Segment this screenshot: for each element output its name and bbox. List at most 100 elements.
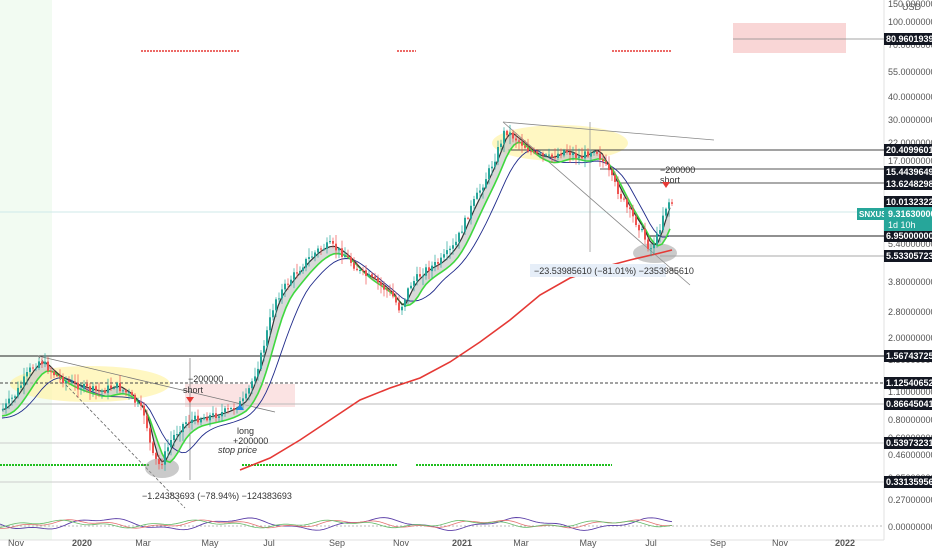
candle-body bbox=[362, 270, 364, 271]
candle-body bbox=[617, 182, 619, 194]
candle-body bbox=[446, 250, 448, 255]
candle-body bbox=[134, 394, 136, 403]
candle-body bbox=[614, 175, 616, 182]
candle-body bbox=[92, 386, 94, 392]
y-tick-label: 150.00000000 bbox=[888, 0, 932, 9]
candle-body bbox=[500, 143, 502, 147]
x-tick-label: Nov bbox=[393, 538, 410, 548]
candle-body bbox=[368, 274, 370, 276]
candle-body bbox=[632, 209, 634, 217]
candle-body bbox=[434, 262, 436, 266]
candle-body bbox=[389, 290, 391, 292]
candle-body bbox=[203, 417, 205, 420]
candle-body bbox=[338, 248, 340, 251]
candle-body bbox=[548, 154, 550, 156]
price-level-tag: 5.53305723 bbox=[886, 251, 932, 261]
candle-body bbox=[317, 248, 319, 253]
candle-body bbox=[41, 361, 43, 365]
candle-body bbox=[665, 208, 667, 216]
candle-body bbox=[428, 267, 430, 272]
candle-body bbox=[497, 147, 499, 162]
candle-body bbox=[650, 248, 652, 250]
candle-body bbox=[467, 217, 469, 219]
candle-body bbox=[620, 194, 622, 199]
candle-body bbox=[401, 306, 403, 311]
candle-body bbox=[545, 154, 547, 156]
candle-body bbox=[125, 390, 127, 393]
candle-body bbox=[281, 289, 283, 299]
candle-body bbox=[596, 152, 598, 154]
y-tick-label: 3.80000000 bbox=[888, 277, 932, 287]
candle-body bbox=[521, 141, 523, 146]
long-2020-label: long bbox=[237, 426, 254, 436]
early-shade bbox=[0, 0, 52, 540]
price-level-tag: 0.86645041 bbox=[886, 399, 932, 409]
candle-body bbox=[32, 367, 34, 369]
candle-body bbox=[431, 265, 433, 272]
candle-body bbox=[359, 270, 361, 271]
candle-body bbox=[149, 428, 151, 443]
y-tick-label: 0.80000000 bbox=[888, 415, 932, 425]
candle-body bbox=[509, 132, 511, 136]
candle-body bbox=[95, 386, 97, 391]
candle-body bbox=[329, 241, 331, 243]
candle-body bbox=[536, 151, 538, 154]
candle-body bbox=[98, 390, 100, 392]
candle-body bbox=[353, 262, 355, 269]
y-tick-label: 0.00000000 bbox=[888, 522, 932, 532]
candle-body bbox=[551, 154, 553, 158]
price-level-tag-bg bbox=[884, 398, 932, 410]
candle-body bbox=[524, 145, 526, 148]
candle-body bbox=[542, 153, 544, 156]
y-tick-label: 0.46000000 bbox=[888, 450, 932, 460]
candle-body bbox=[344, 255, 346, 257]
candle-body bbox=[638, 225, 640, 231]
price-level-tag-bg bbox=[884, 437, 932, 449]
drop-2020-label: −1.24383693 (−78.94%) −124383693 bbox=[142, 491, 292, 501]
candle-body bbox=[272, 310, 274, 318]
candle-body bbox=[155, 453, 157, 459]
candle-body bbox=[380, 282, 382, 286]
candle-body bbox=[14, 396, 16, 398]
candle-body bbox=[221, 412, 223, 417]
drop-2021-label: −23.53985610 (−81.01%) −2353985610 bbox=[534, 266, 694, 276]
candle-body bbox=[56, 375, 58, 377]
candle-body bbox=[161, 464, 163, 466]
candle-body bbox=[182, 424, 184, 433]
price-level-tag-bg bbox=[884, 377, 932, 389]
symbol-tag: SNXUSD bbox=[859, 210, 893, 219]
target-zone bbox=[733, 23, 846, 53]
candle-body bbox=[437, 262, 439, 264]
candle-body bbox=[482, 187, 484, 191]
candle-body bbox=[296, 272, 298, 274]
price-level-tag: 15.44396494 bbox=[886, 167, 932, 177]
x-tick-label: Nov bbox=[8, 538, 25, 548]
candle-body bbox=[539, 153, 541, 155]
candle-body bbox=[371, 274, 373, 277]
candle-body bbox=[254, 376, 256, 382]
candle-body bbox=[143, 405, 145, 416]
candle-body bbox=[257, 368, 259, 377]
y-tick-label: 30.00000000 bbox=[888, 115, 932, 125]
ema-ribbon bbox=[2, 133, 670, 463]
candle-body bbox=[65, 380, 67, 383]
x-tick-label: 2021 bbox=[452, 538, 472, 548]
candle-body bbox=[80, 388, 82, 390]
price-level-tag: 0.53973231 bbox=[886, 438, 932, 448]
candle-body bbox=[512, 132, 514, 139]
x-tick-label: Jul bbox=[263, 538, 275, 548]
candle-body bbox=[527, 147, 529, 152]
candle-body bbox=[485, 179, 487, 188]
candle-body bbox=[263, 345, 265, 353]
candle-body bbox=[647, 239, 649, 249]
price-level-tag-bg bbox=[884, 178, 932, 190]
candle-body bbox=[290, 279, 292, 285]
candle-body bbox=[278, 298, 280, 300]
candle-body bbox=[50, 371, 52, 373]
y-tick-label: 2.80000000 bbox=[888, 307, 932, 317]
candle-body bbox=[398, 302, 400, 311]
candle-body bbox=[293, 272, 295, 280]
candle-body bbox=[644, 228, 646, 240]
candle-body bbox=[23, 376, 25, 386]
